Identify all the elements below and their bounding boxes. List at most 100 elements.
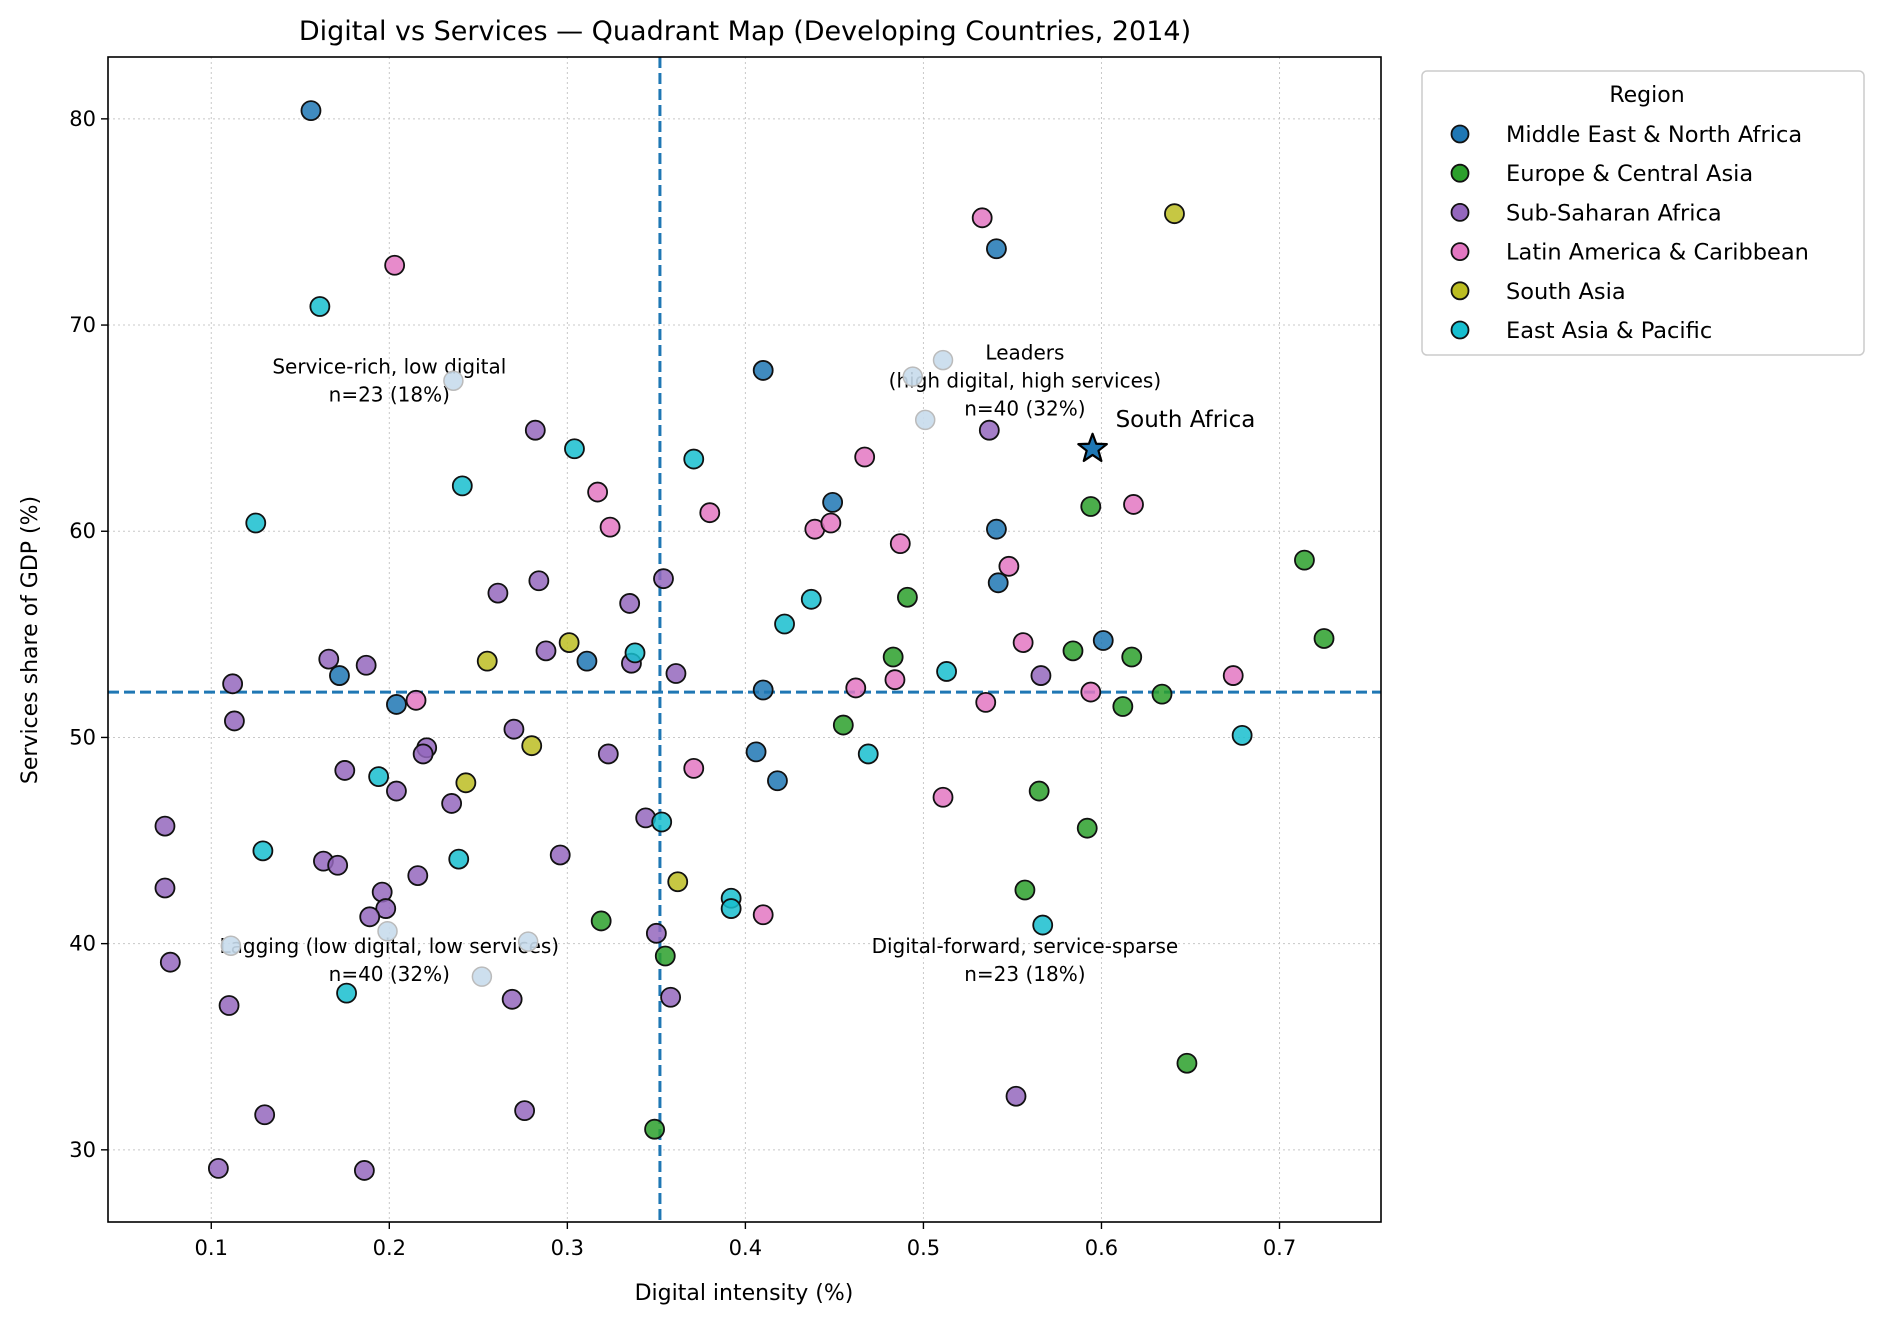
- data-point: [854, 446, 876, 468]
- data-point: [207, 1157, 229, 1179]
- quadrant-label-4: n=23 (18%): [964, 962, 1085, 986]
- data-point: [448, 848, 470, 870]
- data-point: [978, 419, 1000, 441]
- data-point: [528, 570, 550, 592]
- legend-label: Middle East & North Africa: [1506, 122, 1802, 148]
- data-point: [1092, 630, 1114, 651]
- data-point: [1076, 817, 1098, 839]
- quadrant-label-2: (high digital, high services): [889, 369, 1161, 393]
- data-point: [386, 780, 407, 802]
- x-tick-label: 0.2: [373, 1236, 406, 1260]
- data-point: [936, 661, 957, 682]
- legend-title: Region: [1609, 83, 1684, 108]
- data-point: [914, 409, 936, 431]
- data-point: [535, 640, 557, 662]
- data-point: [252, 840, 274, 862]
- data-point: [857, 743, 879, 765]
- legend-marker: [1450, 163, 1470, 183]
- data-point: [665, 663, 687, 684]
- data-point: [644, 1118, 665, 1140]
- data-point: [745, 741, 767, 763]
- data-point: [1121, 646, 1143, 668]
- y-tick-label: 70: [69, 313, 96, 337]
- data-point: [971, 207, 993, 229]
- data-point: [1080, 496, 1102, 517]
- data-point: [514, 1100, 536, 1122]
- data-point: [767, 770, 788, 792]
- data-point: [224, 710, 245, 732]
- x-tick-label: 0.3: [551, 1236, 584, 1260]
- data-point: [300, 100, 322, 122]
- data-point: [998, 555, 1020, 577]
- data-point: [377, 921, 398, 942]
- data-point: [220, 935, 242, 956]
- data-point: [902, 366, 923, 387]
- legend-label: Sub-Saharan Africa: [1506, 200, 1722, 226]
- grid-lines: [108, 57, 1381, 1222]
- data-point: [558, 632, 580, 653]
- data-point: [441, 793, 463, 814]
- data-point: [524, 419, 546, 441]
- data-point: [443, 370, 464, 391]
- legend-items: Middle East & North Africa Europe & Centr…: [1450, 122, 1809, 344]
- data-point: [222, 673, 244, 695]
- data-point: [384, 254, 406, 276]
- data-point: [159, 951, 181, 973]
- data-point: [455, 772, 477, 794]
- data-point: [599, 516, 621, 538]
- data-point: [375, 898, 397, 919]
- data-point: [932, 349, 954, 371]
- data-point: [517, 931, 539, 952]
- data-point: [1222, 665, 1244, 686]
- data-point: [986, 518, 1007, 540]
- series-middle-east-and-north-africa: [300, 100, 1114, 792]
- data-point: [1030, 665, 1052, 686]
- x-axis-label: Digital intensity (%): [635, 1281, 854, 1306]
- data-point: [327, 854, 349, 876]
- data-point: [987, 572, 1009, 594]
- legend-label: East Asia & Pacific: [1506, 318, 1712, 344]
- data-point: [154, 815, 176, 837]
- data-point: [667, 871, 689, 893]
- data-point: [451, 475, 473, 497]
- data-point: [975, 691, 997, 713]
- data-point: [521, 735, 543, 757]
- legend-marker: [1450, 202, 1470, 222]
- data-point: [590, 910, 612, 932]
- data-point: [218, 995, 240, 1016]
- quadrant-annotations: Service-rich, low digital n=23 (18%) Leade…: [219, 341, 1178, 986]
- legend-label: Latin America & Caribbean: [1506, 240, 1809, 266]
- data-point: [820, 512, 842, 534]
- threshold-lines: [108, 57, 1381, 1222]
- data-point: [359, 906, 381, 928]
- legend-label: South Asia: [1506, 279, 1626, 305]
- data-point: [503, 718, 525, 740]
- data-point: [1014, 879, 1036, 901]
- data-point: [576, 650, 598, 672]
- data-point: [845, 677, 867, 699]
- data-point: [752, 360, 774, 381]
- data-point: [1231, 724, 1253, 746]
- data-point: [752, 679, 774, 701]
- y-tick-label: 50: [69, 725, 96, 749]
- x-tick-label: 0.6: [1085, 1236, 1118, 1260]
- data-point: [549, 844, 571, 866]
- data-point: [336, 982, 357, 1004]
- data-point: [1028, 780, 1050, 802]
- data-point: [254, 1104, 276, 1126]
- data-point: [1151, 683, 1173, 705]
- legend: Region Middle East & North Africa Europe …: [1421, 70, 1865, 356]
- data-point: [651, 811, 673, 833]
- series-south-asia: [455, 203, 1185, 893]
- quadrant-label-4: Digital-forward, service-sparse: [872, 934, 1179, 958]
- series-pale: [220, 349, 954, 987]
- x-tick-label: 0.7: [1263, 1236, 1296, 1260]
- data-point: [245, 512, 267, 534]
- data-point: [1123, 494, 1144, 515]
- data-points: [154, 100, 1335, 1181]
- data-point: [932, 786, 954, 808]
- legend-label: Europe & Central Asia: [1506, 161, 1753, 187]
- data-point: [368, 766, 390, 788]
- y-tick-label: 30: [69, 1138, 96, 1162]
- quadrant-label-1: Service-rich, low digital: [272, 355, 506, 379]
